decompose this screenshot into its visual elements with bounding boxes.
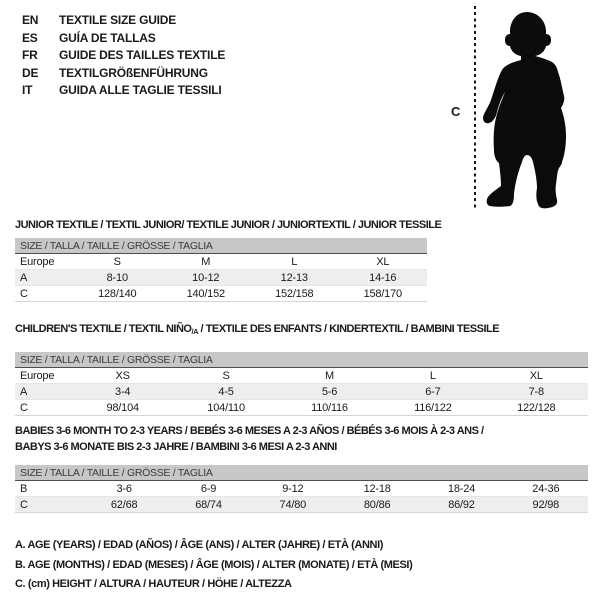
language-code: ES — [22, 30, 38, 45]
cell: 7-8 — [484, 383, 588, 400]
language-row: FR GUIDE DES TAILLES TEXTILE — [22, 47, 225, 65]
cell: 3-6 — [82, 480, 167, 497]
language-label: TEXTILE SIZE GUIDE — [59, 13, 177, 27]
note-age-years: A. AGE (YEARS) / EDAD (AÑOS) / ÂGE (ANS)… — [15, 539, 383, 551]
cell: 12-18 — [334, 480, 420, 497]
junior-size-table: SIZE / TALLA / TAILLE / GRÖSSE / TAGLIA … — [15, 238, 427, 302]
table-row: C 128/140 140/152 152/158 158/170 — [15, 285, 427, 302]
row-label: A — [15, 269, 73, 286]
height-measure-label: C — [451, 104, 461, 119]
language-label: GUIDA ALLE TAGLIE TESSILI — [59, 83, 222, 97]
baby-silhouette-icon — [483, 12, 566, 209]
language-code: DE — [22, 65, 39, 80]
cell: 10-12 — [161, 269, 250, 286]
language-list: EN TEXTILE SIZE GUIDE ES GUÍA DE TALLAS … — [22, 12, 225, 100]
cell: XS — [71, 367, 175, 384]
title-text: CHILDREN'S TEXTILE / TEXTIL NIÑO — [15, 323, 192, 335]
cell: 3-4 — [71, 383, 175, 400]
cell: 24-36 — [503, 480, 588, 497]
cell: 18-24 — [419, 480, 504, 497]
children-size-table: SIZE / TALLA / TAILLE / GRÖSSE / TAGLIA … — [15, 352, 588, 416]
row-label: C — [15, 285, 73, 302]
height-measure-dotted-line — [474, 6, 476, 209]
section-title-children: CHILDREN'S TEXTILE / TEXTIL NIÑO/A / TEX… — [15, 321, 500, 338]
row-label: C — [15, 399, 71, 416]
cell: 152/158 — [250, 285, 339, 302]
size-header-bar: SIZE / TALLA / TAILLE / GRÖSSE / TAGLIA — [15, 238, 427, 254]
cell: L — [250, 253, 339, 270]
table-row: C 98/104 104/110 110/116 116/122 122/128 — [15, 399, 588, 416]
size-header-bar: SIZE / TALLA / TAILLE / GRÖSSE / TAGLIA — [15, 465, 588, 481]
table-row: Europe XS S M L XL — [15, 367, 588, 384]
table-row: B 3-6 6-9 9-12 12-18 18-24 24-36 — [15, 480, 588, 497]
row-label: Europe — [15, 253, 73, 270]
cell: 80/86 — [334, 496, 420, 513]
cell: M — [161, 253, 250, 270]
title-text: / TEXTILE DES ENFANTS / KINDERTEXTIL / B… — [197, 323, 500, 335]
cell: M — [277, 367, 382, 384]
cell: XL — [484, 367, 588, 384]
cell: 122/128 — [484, 399, 588, 416]
cell: 5-6 — [277, 383, 382, 400]
title-line-2: BABYS 3-6 MONATE BIS 2-3 JAHRE / BAMBINI… — [15, 441, 337, 453]
section-title-junior: JUNIOR TEXTILE / TEXTIL JUNIOR/ TEXTILE … — [15, 219, 442, 231]
cell: 68/74 — [166, 496, 251, 513]
language-code: EN — [22, 13, 39, 27]
babies-size-table: SIZE / TALLA / TAILLE / GRÖSSE / TAGLIA … — [15, 465, 588, 513]
note-height-cm: C. (cm) HEIGHT / ALTURA / HAUTEUR / HÖHE… — [15, 578, 292, 590]
cell: 110/116 — [277, 399, 382, 416]
cell: 92/98 — [503, 496, 588, 513]
section-title-babies: BABIES 3-6 MONTH TO 2-3 YEARS / BEBÉS 3-… — [15, 423, 484, 455]
cell: 6-9 — [166, 480, 251, 497]
cell: 74/80 — [250, 496, 335, 513]
language-row: ES GUÍA DE TALLAS — [22, 30, 225, 48]
row-label: A — [15, 383, 71, 400]
cell: 62/68 — [82, 496, 167, 513]
cell: 6-7 — [381, 383, 485, 400]
language-label: TEXTILGRÖßENFÜHRUNG — [59, 65, 208, 80]
title-subscript: /A — [191, 327, 198, 336]
cell: 158/170 — [338, 285, 427, 302]
cell: 14-16 — [338, 269, 427, 286]
cell: S — [174, 367, 278, 384]
size-header-bar: SIZE / TALLA / TAILLE / GRÖSSE / TAGLIA — [15, 352, 588, 368]
cell: 4-5 — [174, 383, 278, 400]
legend-notes: A. AGE (YEARS) / EDAD (AÑOS) / ÂGE (ANS)… — [15, 536, 413, 595]
language-row: DE TEXTILGRÖßENFÜHRUNG — [22, 65, 225, 83]
row-label: C — [15, 496, 82, 513]
cell: 116/122 — [381, 399, 485, 416]
language-row: IT GUIDA ALLE TAGLIE TESSILI — [22, 82, 225, 100]
cell: L — [381, 367, 485, 384]
language-code: FR — [22, 48, 38, 62]
note-age-months: B. AGE (MONTHS) / EDAD (MESES) / ÂGE (MO… — [15, 558, 413, 571]
row-label: B — [15, 480, 82, 497]
table-row: Europe S M L XL — [15, 253, 427, 270]
cell: 140/152 — [161, 285, 250, 302]
language-code: IT — [22, 83, 33, 97]
cell: 9-12 — [250, 480, 335, 497]
cell: 86/92 — [419, 496, 504, 513]
cell: S — [73, 253, 162, 270]
cell: 128/140 — [73, 285, 162, 302]
title-line-1: BABIES 3-6 MONTH TO 2-3 YEARS / BEBÉS 3-… — [15, 425, 484, 437]
cell: 8-10 — [73, 269, 162, 286]
language-label: GUÍA DE TALLAS — [59, 30, 156, 45]
table-row: C 62/68 68/74 74/80 80/86 86/92 92/98 — [15, 496, 588, 513]
row-label: Europe — [15, 367, 71, 384]
cell: 98/104 — [71, 399, 175, 416]
cell: 12-13 — [250, 269, 339, 286]
table-row: A 3-4 4-5 5-6 6-7 7-8 — [15, 383, 588, 400]
language-label: GUIDE DES TAILLES TEXTILE — [59, 48, 226, 62]
cell: 104/110 — [174, 399, 278, 416]
language-row: EN TEXTILE SIZE GUIDE — [22, 12, 225, 30]
table-row: A 8-10 10-12 12-13 14-16 — [15, 269, 427, 286]
cell: XL — [338, 253, 427, 270]
